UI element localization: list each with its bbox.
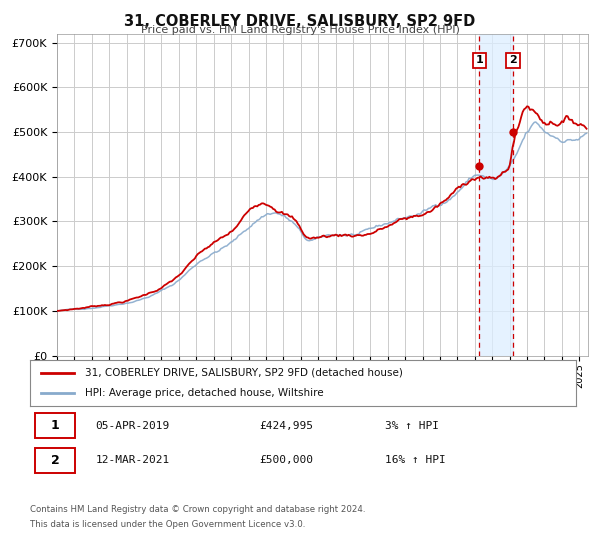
Text: 1: 1 [475, 55, 483, 66]
Text: Price paid vs. HM Land Registry's House Price Index (HPI): Price paid vs. HM Land Registry's House … [140, 25, 460, 35]
Text: HPI: Average price, detached house, Wiltshire: HPI: Average price, detached house, Wilt… [85, 388, 323, 398]
Bar [479, 34, 513, 356]
Text: 31, COBERLEY DRIVE, SALISBURY, SP2 9FD (detached house): 31, COBERLEY DRIVE, SALISBURY, SP2 9FD (… [85, 368, 403, 378]
Text: 3% ↑ HPI: 3% ↑ HPI [385, 421, 439, 431]
Text: Contains HM Land Registry data © Crown copyright and database right 2024.: Contains HM Land Registry data © Crown c… [30, 505, 365, 514]
Text: 2: 2 [51, 454, 59, 467]
Text: £500,000: £500,000 [259, 455, 313, 465]
Text: 2: 2 [509, 55, 517, 66]
Text: 05-APR-2019: 05-APR-2019 [95, 421, 170, 431]
Text: 31, COBERLEY DRIVE, SALISBURY, SP2 9FD: 31, COBERLEY DRIVE, SALISBURY, SP2 9FD [124, 14, 476, 29]
Text: £424,995: £424,995 [259, 421, 313, 431]
Text: This data is licensed under the Open Government Licence v3.0.: This data is licensed under the Open Gov… [30, 520, 305, 529]
Text: 12-MAR-2021: 12-MAR-2021 [95, 455, 170, 465]
Bar [35, 447, 75, 473]
Bar [35, 413, 75, 438]
Text: 16% ↑ HPI: 16% ↑ HPI [385, 455, 446, 465]
Text: 1: 1 [51, 419, 59, 432]
